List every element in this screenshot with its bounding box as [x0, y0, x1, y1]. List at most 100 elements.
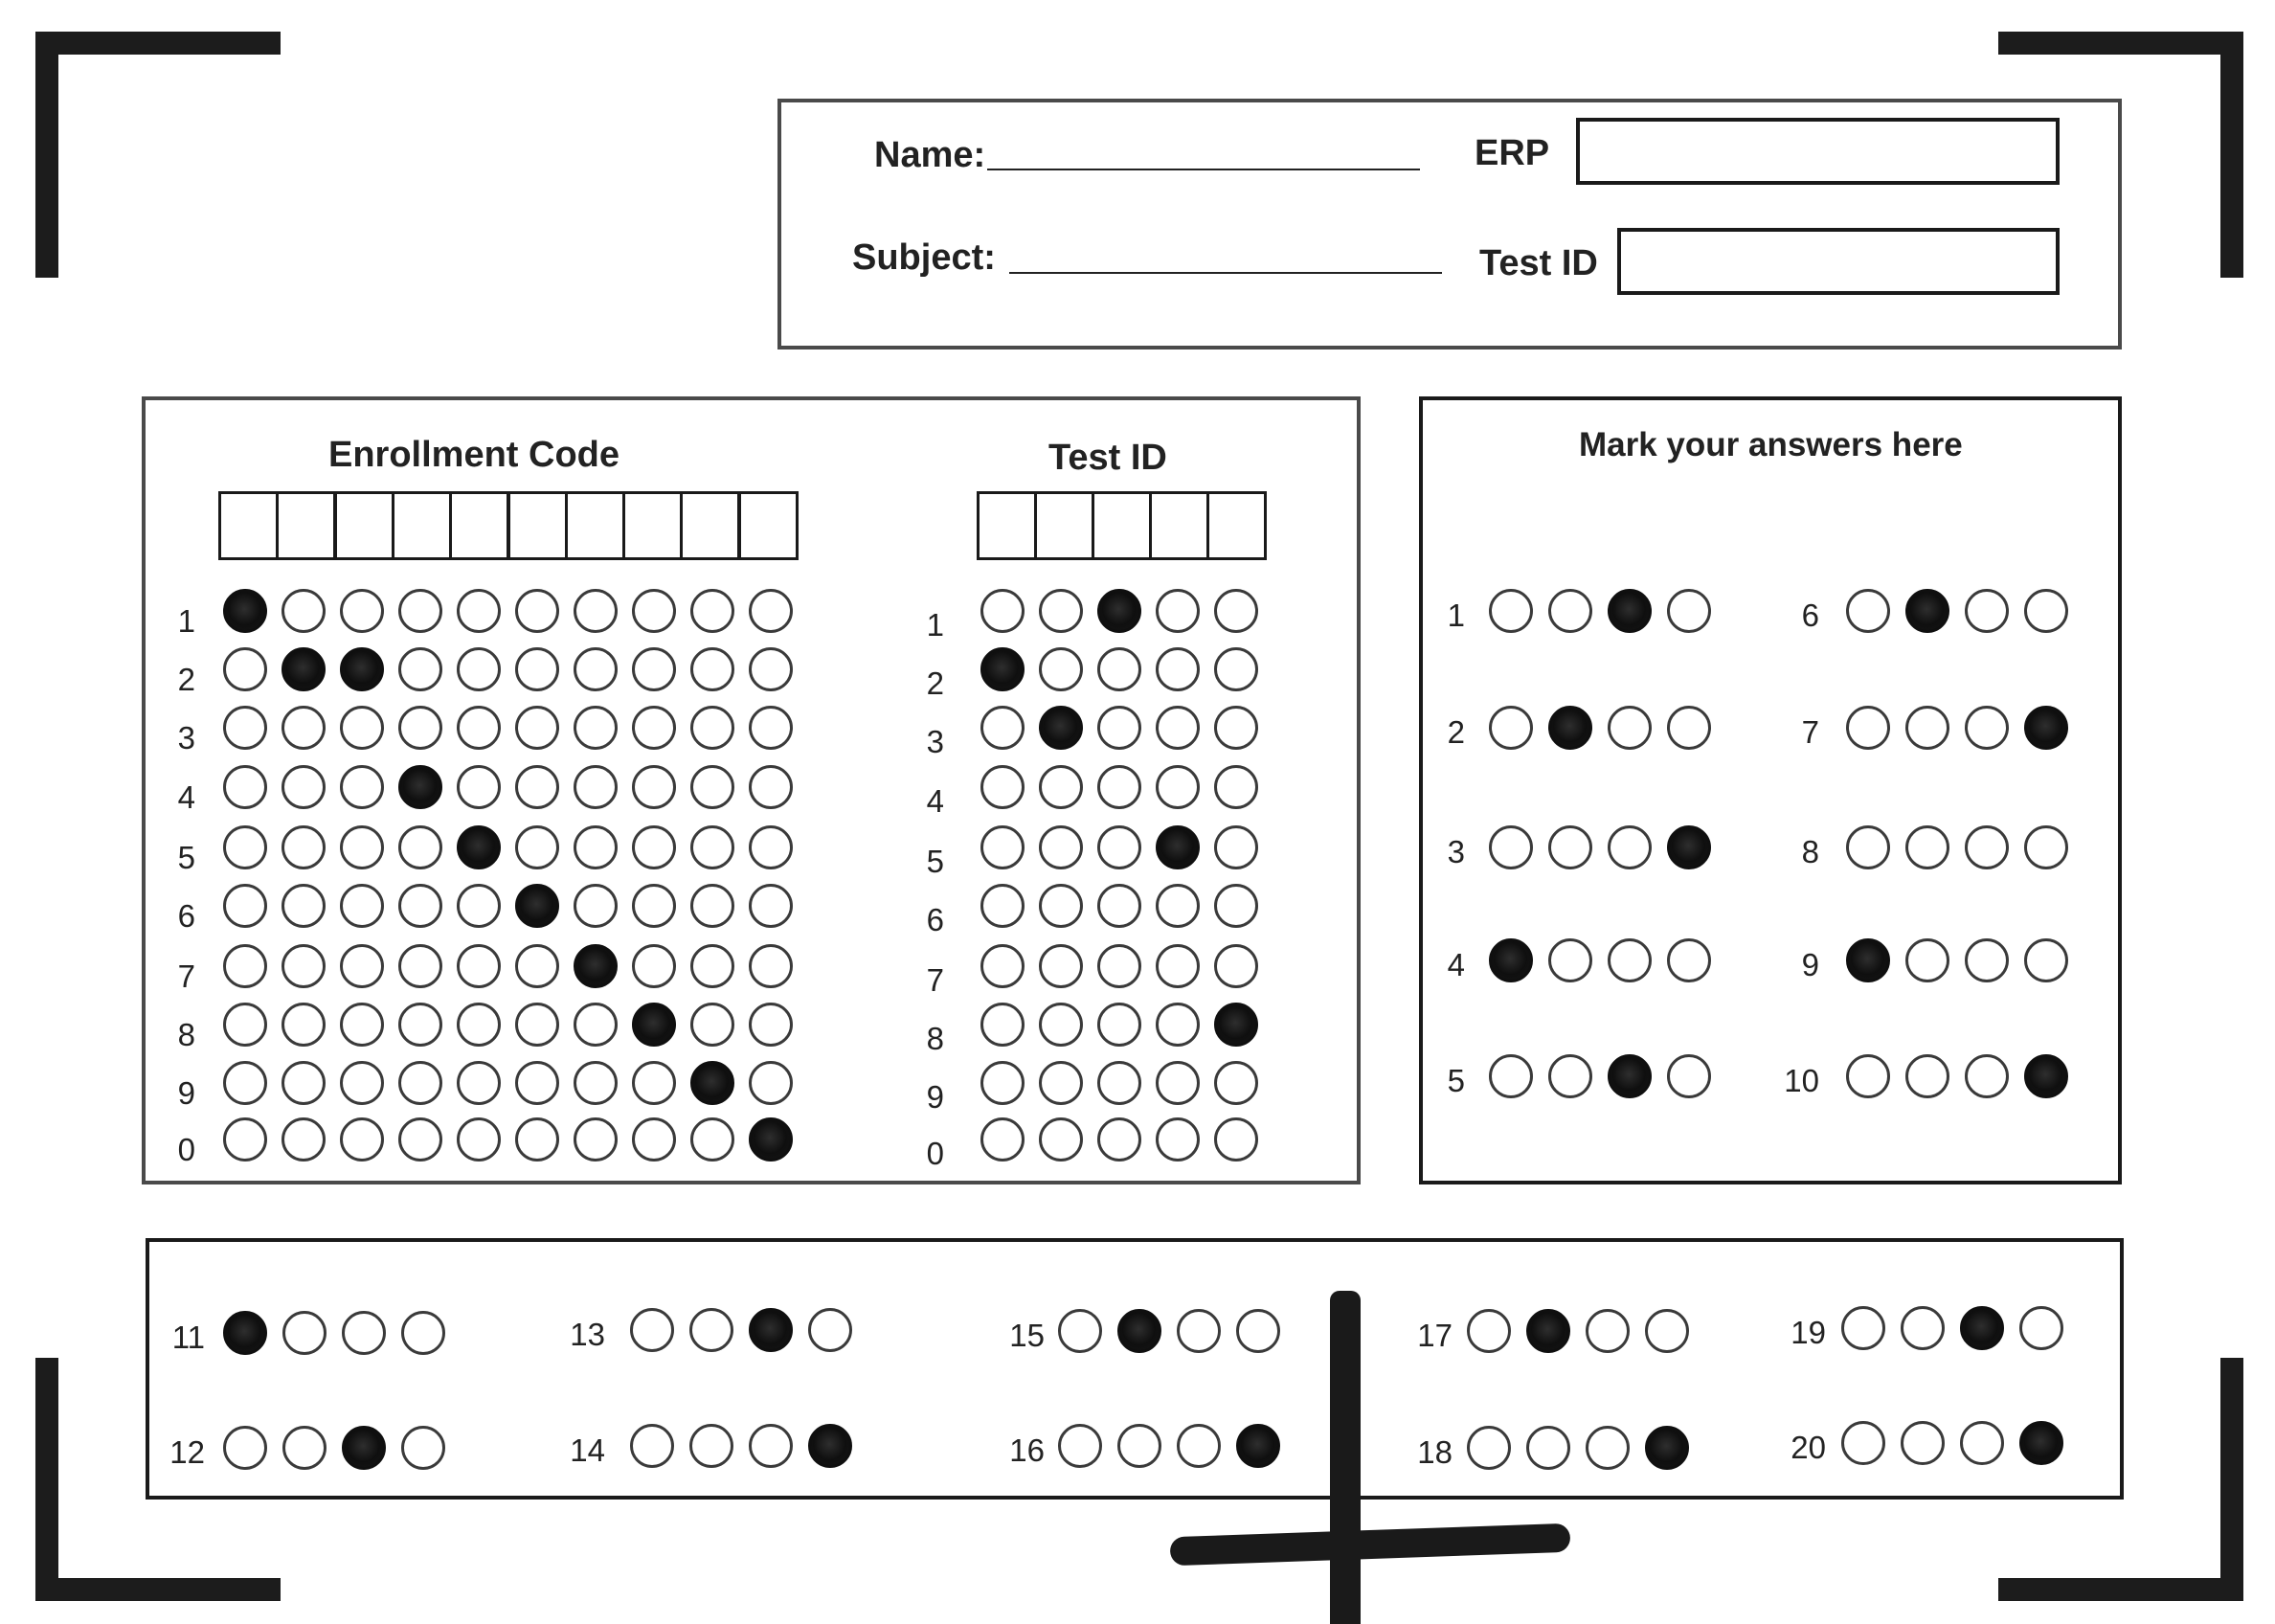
enrollment-bubble[interactable] — [574, 825, 618, 869]
answer-option-bubble[interactable] — [2024, 706, 2068, 750]
enrollment-bubble[interactable] — [515, 1003, 559, 1047]
test-id-bubble[interactable] — [980, 706, 1025, 750]
answer-option-bubble[interactable] — [1965, 589, 2009, 633]
name-field[interactable] — [987, 169, 1420, 170]
test-id-bubble[interactable] — [1097, 1117, 1141, 1162]
enrollment-bubble[interactable] — [690, 706, 734, 750]
enrollment-bubble[interactable] — [574, 1003, 618, 1047]
enrollment-bubble[interactable] — [282, 1117, 326, 1162]
test-id-bubble[interactable] — [1097, 1061, 1141, 1105]
answer-option-bubble[interactable] — [1846, 706, 1890, 750]
test-id-bubble[interactable] — [980, 647, 1025, 691]
enrollment-bubble[interactable] — [223, 1003, 267, 1047]
answer-option-bubble[interactable] — [1846, 825, 1890, 869]
enrollment-bubble[interactable] — [574, 884, 618, 928]
answer-option-bubble[interactable] — [1667, 706, 1711, 750]
enrollment-digit-box[interactable] — [276, 491, 337, 560]
enrollment-bubble[interactable] — [282, 1003, 326, 1047]
answer-option-bubble[interactable] — [1667, 589, 1711, 633]
enrollment-bubble[interactable] — [457, 1003, 501, 1047]
test-id-bubble[interactable] — [1214, 647, 1258, 691]
answer-option-bubble[interactable] — [1965, 825, 2009, 869]
answer-option-bubble[interactable] — [1177, 1309, 1221, 1353]
enrollment-digit-box[interactable] — [564, 491, 625, 560]
answer-option-bubble[interactable] — [1608, 589, 1652, 633]
enrollment-bubble[interactable] — [457, 884, 501, 928]
answer-option-bubble[interactable] — [223, 1311, 267, 1355]
test-id-bubble[interactable] — [1039, 647, 1083, 691]
test-id-bubble[interactable] — [1156, 589, 1200, 633]
test-id-bubble[interactable] — [1156, 706, 1200, 750]
enrollment-digit-box[interactable] — [333, 491, 394, 560]
enrollment-bubble[interactable] — [457, 1061, 501, 1105]
answer-option-bubble[interactable] — [1489, 706, 1533, 750]
answer-option-bubble[interactable] — [808, 1308, 852, 1352]
enrollment-bubble[interactable] — [515, 1117, 559, 1162]
answer-option-bubble[interactable] — [2024, 1054, 2068, 1098]
answer-option-bubble[interactable] — [1236, 1424, 1280, 1468]
answer-option-bubble[interactable] — [1489, 589, 1533, 633]
enrollment-bubble[interactable] — [457, 1117, 501, 1162]
subject-field[interactable] — [1009, 272, 1442, 274]
answer-option-bubble[interactable] — [1467, 1426, 1511, 1470]
answer-option-bubble[interactable] — [1586, 1309, 1630, 1353]
enrollment-bubble[interactable] — [574, 706, 618, 750]
answer-option-bubble[interactable] — [1526, 1426, 1570, 1470]
enrollment-bubble[interactable] — [223, 944, 267, 988]
enrollment-bubble[interactable] — [690, 884, 734, 928]
enrollment-bubble[interactable] — [282, 647, 326, 691]
answer-option-bubble[interactable] — [2024, 938, 2068, 982]
enrollment-bubble[interactable] — [690, 1061, 734, 1105]
answer-option-bubble[interactable] — [1548, 1054, 1592, 1098]
enrollment-bubble[interactable] — [574, 765, 618, 809]
answer-option-bubble[interactable] — [1608, 706, 1652, 750]
answer-option-bubble[interactable] — [1645, 1309, 1689, 1353]
answer-option-bubble[interactable] — [1117, 1424, 1161, 1468]
answer-option-bubble[interactable] — [1846, 938, 1890, 982]
test-id-bubble[interactable] — [1097, 944, 1141, 988]
test-id-bubble[interactable] — [1039, 589, 1083, 633]
answer-option-bubble[interactable] — [1667, 1054, 1711, 1098]
answer-option-bubble[interactable] — [1901, 1421, 1945, 1465]
enrollment-bubble[interactable] — [749, 944, 793, 988]
enrollment-bubble[interactable] — [340, 589, 384, 633]
enrollment-bubble[interactable] — [690, 589, 734, 633]
enrollment-bubble[interactable] — [690, 647, 734, 691]
enrollment-bubble[interactable] — [398, 884, 442, 928]
enrollment-bubble[interactable] — [690, 765, 734, 809]
enrollment-digit-box[interactable] — [449, 491, 510, 560]
test-id-bubble[interactable] — [1214, 765, 1258, 809]
answer-option-bubble[interactable] — [1905, 1054, 1949, 1098]
answer-option-bubble[interactable] — [689, 1308, 733, 1352]
enrollment-bubble[interactable] — [340, 706, 384, 750]
enrollment-bubble[interactable] — [515, 825, 559, 869]
answer-option-bubble[interactable] — [1236, 1309, 1280, 1353]
answer-option-bubble[interactable] — [401, 1426, 445, 1470]
test-id-bubble[interactable] — [980, 589, 1025, 633]
enrollment-bubble[interactable] — [223, 765, 267, 809]
answer-option-bubble[interactable] — [1965, 706, 2009, 750]
enrollment-bubble[interactable] — [749, 1061, 793, 1105]
test-id-bubble[interactable] — [1156, 884, 1200, 928]
enrollment-bubble[interactable] — [398, 1117, 442, 1162]
enrollment-bubble[interactable] — [574, 647, 618, 691]
test-id-bubble[interactable] — [980, 1003, 1025, 1047]
test-id-bubble[interactable] — [1039, 1117, 1083, 1162]
answer-option-bubble[interactable] — [630, 1308, 674, 1352]
enrollment-digit-box[interactable] — [391, 491, 452, 560]
answer-option-bubble[interactable] — [1901, 1306, 1945, 1350]
enrollment-bubble[interactable] — [398, 765, 442, 809]
test-id-digit-box[interactable] — [1149, 491, 1209, 560]
enrollment-bubble[interactable] — [749, 765, 793, 809]
enrollment-bubble[interactable] — [398, 825, 442, 869]
enrollment-bubble[interactable] — [340, 1117, 384, 1162]
answer-option-bubble[interactable] — [689, 1424, 733, 1468]
enrollment-bubble[interactable] — [223, 1117, 267, 1162]
answer-option-bubble[interactable] — [749, 1308, 793, 1352]
test-id-bubble[interactable] — [1214, 825, 1258, 869]
answer-option-bubble[interactable] — [223, 1426, 267, 1470]
test-id-bubble[interactable] — [1039, 1003, 1083, 1047]
test-id-bubble[interactable] — [1156, 1117, 1200, 1162]
enrollment-bubble[interactable] — [457, 647, 501, 691]
enrollment-bubble[interactable] — [574, 1061, 618, 1105]
